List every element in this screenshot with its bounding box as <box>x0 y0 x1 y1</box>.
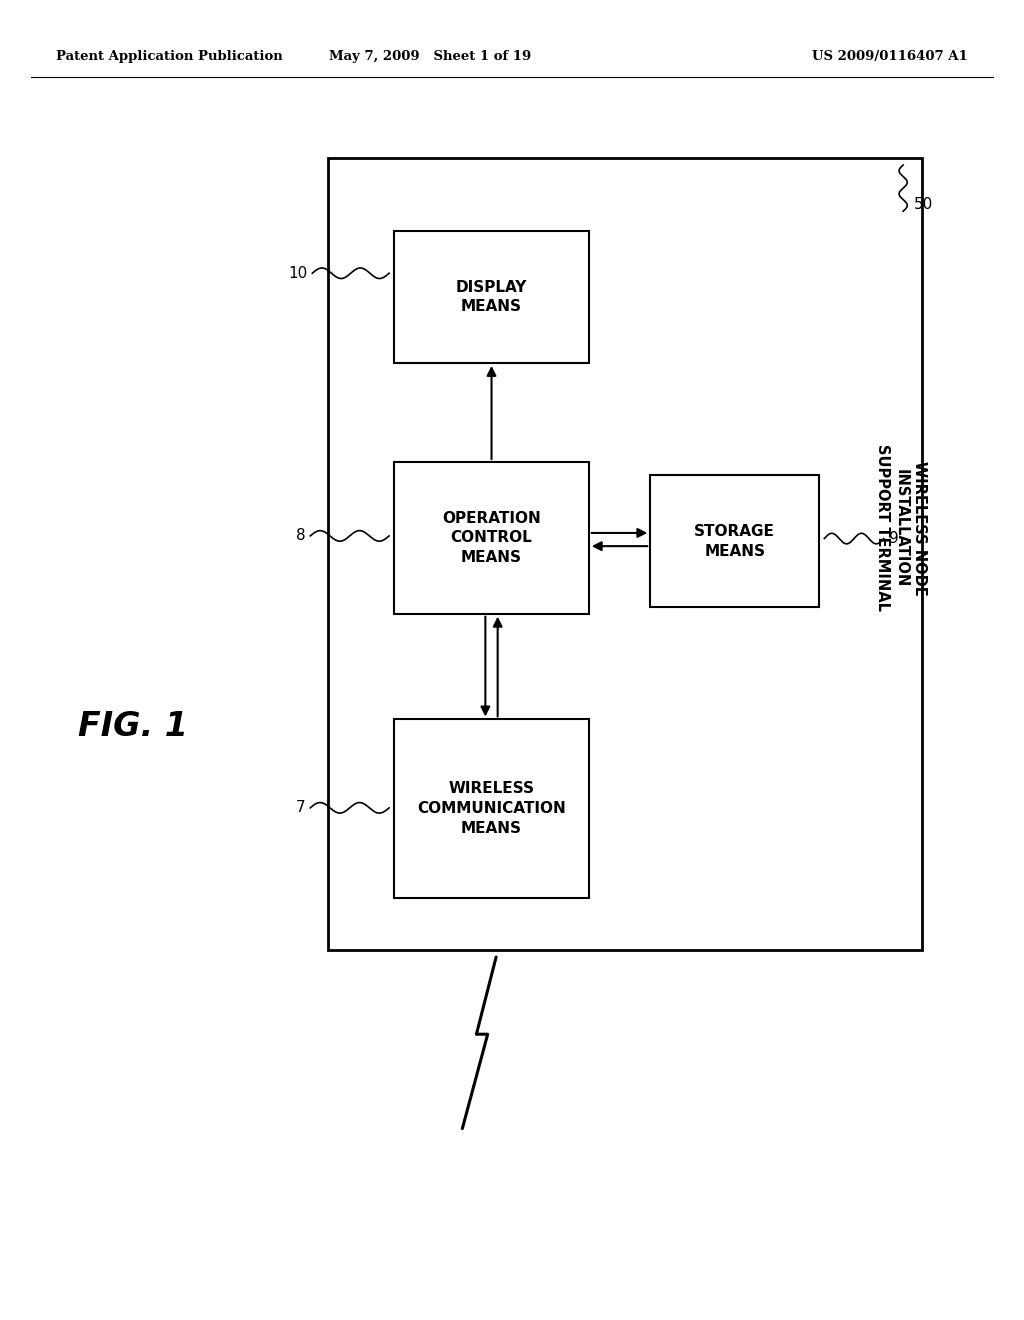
Text: WIRELESS
COMMUNICATION
MEANS: WIRELESS COMMUNICATION MEANS <box>417 781 566 836</box>
Text: STORAGE
MEANS: STORAGE MEANS <box>694 524 775 558</box>
Text: 9: 9 <box>889 531 899 546</box>
Text: May 7, 2009   Sheet 1 of 19: May 7, 2009 Sheet 1 of 19 <box>329 50 531 63</box>
Text: 10: 10 <box>288 265 307 281</box>
Text: Patent Application Publication: Patent Application Publication <box>56 50 283 63</box>
Bar <box>394 719 589 898</box>
Bar <box>394 462 589 614</box>
Text: 8: 8 <box>296 528 305 544</box>
Text: WIRELESS NODE
INSTALLATION
SUPPORT TERMINAL: WIRELESS NODE INSTALLATION SUPPORT TERMI… <box>876 445 927 611</box>
Text: FIG. 1: FIG. 1 <box>78 710 188 742</box>
Text: DISPLAY
MEANS: DISPLAY MEANS <box>456 280 527 314</box>
Text: 50: 50 <box>913 197 933 213</box>
Bar <box>328 158 922 950</box>
Text: OPERATION
CONTROL
MEANS: OPERATION CONTROL MEANS <box>442 511 541 565</box>
Bar <box>650 475 819 607</box>
Bar <box>394 231 589 363</box>
Text: US 2009/0116407 A1: US 2009/0116407 A1 <box>812 50 968 63</box>
Text: 7: 7 <box>296 800 305 816</box>
